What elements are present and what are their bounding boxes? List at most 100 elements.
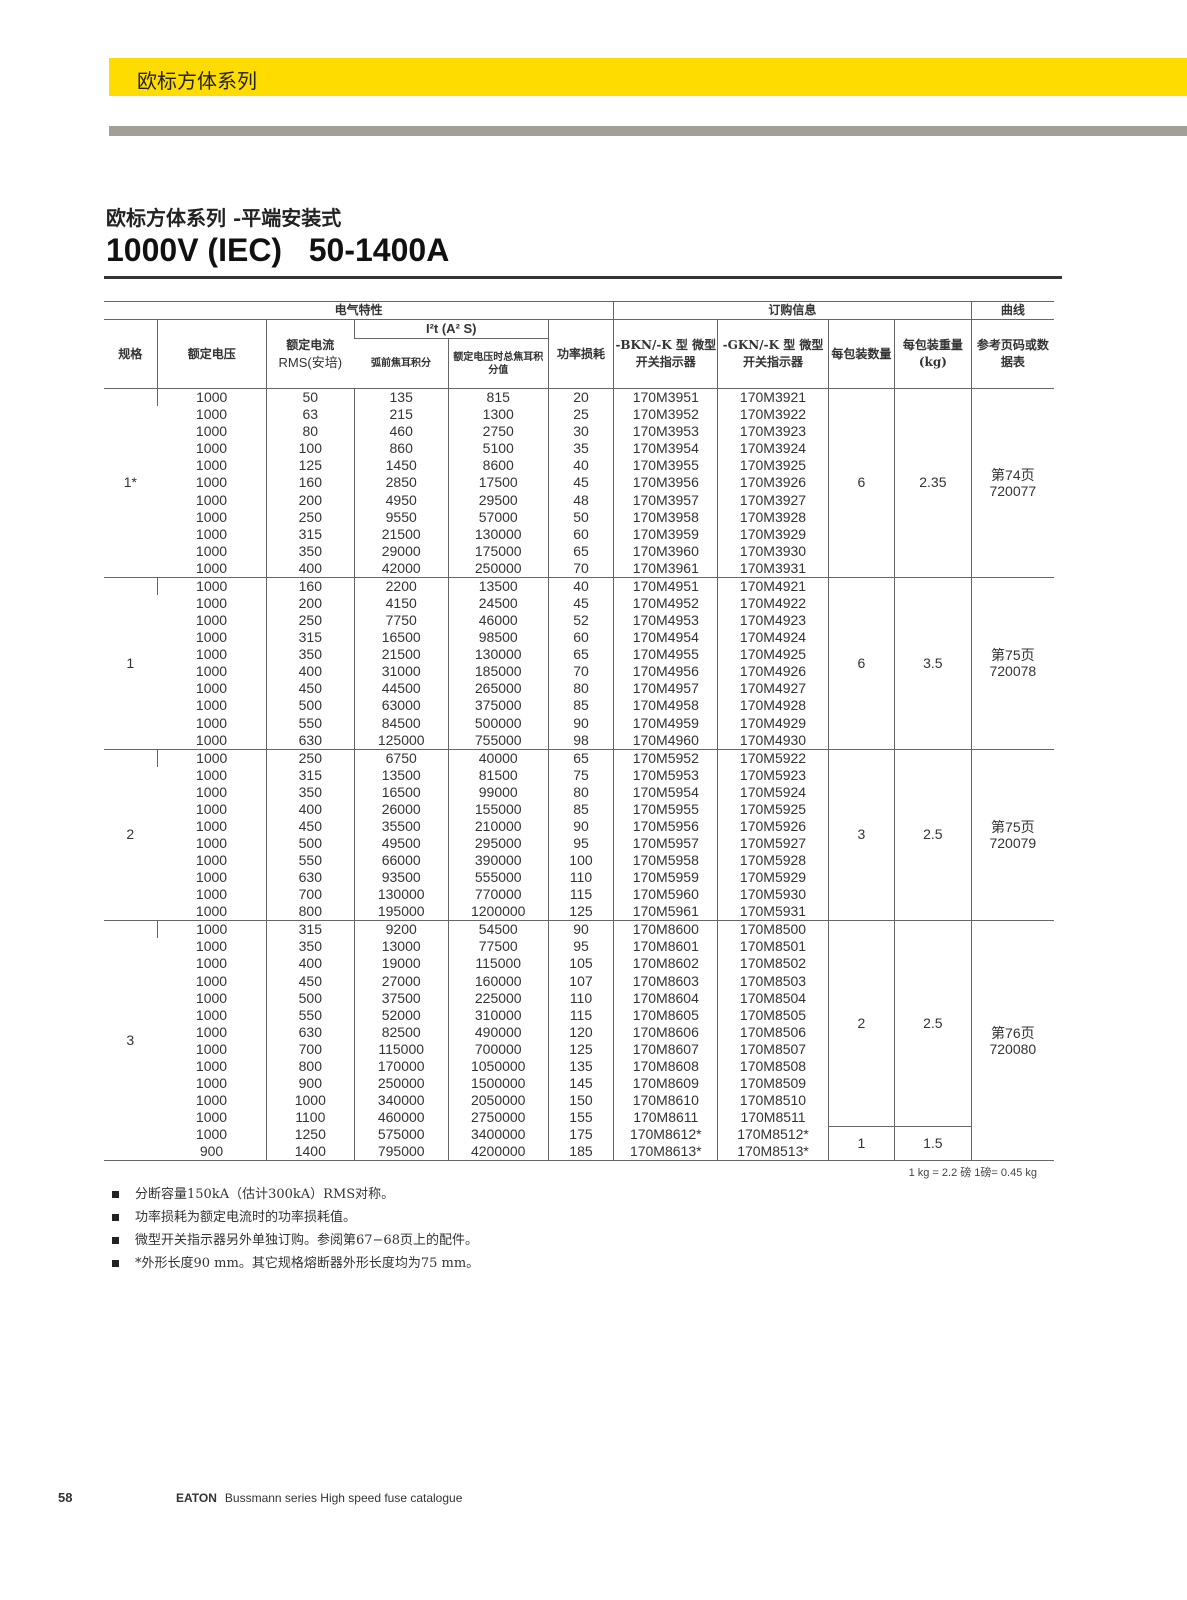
- gkn-cell: 170M8500: [717, 920, 829, 939]
- total-cell: 155000: [447, 800, 549, 818]
- prearc-cell: 9550: [353, 508, 449, 526]
- loss-cell: 65: [547, 646, 614, 664]
- gkn-cell: 170M4927: [717, 680, 829, 698]
- size-cell: 1: [104, 576, 158, 750]
- ref-cell: 第75页 720079: [970, 748, 1054, 921]
- qty-cell: 3: [827, 748, 895, 921]
- table-row: 1* 1000 50 135 815 20 170M3951 170M3921 6 2.35 第74…: [104, 388, 1054, 578]
- current-cell: 63: [265, 406, 355, 424]
- header-voltage: 额定电压: [156, 319, 267, 389]
- size-cell: 1*: [104, 388, 158, 578]
- table-row: 1000 160 2850 17500 45 170M3956 170M3926: [104, 474, 1054, 492]
- table-row: 1000 700 115000 700000 125 170M8607 170M8507: [104, 1040, 1054, 1058]
- bkn-cell: 170M3956: [613, 474, 718, 492]
- current-cell: 700: [265, 1040, 355, 1058]
- table-row: 1000 630 93500 555000 110 170M5959 170M5929: [104, 869, 1054, 887]
- total-cell: 310000: [447, 1006, 549, 1024]
- total-cell: 700000: [447, 1040, 549, 1058]
- current-cell: 400: [265, 955, 355, 973]
- current-cell: 700: [265, 886, 355, 904]
- bkn-cell: 170M3957: [613, 491, 718, 509]
- total-cell: 8600: [447, 457, 549, 475]
- table-row: 1000 450 27000 160000 107 170M8603 170M8503: [104, 972, 1054, 990]
- bkn-cell: 170M5955: [613, 800, 718, 818]
- table-row: 1000 500 63000 375000 85 170M4958 170M4928: [104, 697, 1054, 715]
- loss-cell: 45: [547, 474, 614, 492]
- current-cell: 315: [265, 766, 355, 784]
- table-row: 1000 400 42000 250000 70 170M3961 170M3931: [104, 559, 1054, 578]
- gkn-cell: 170M3925: [717, 457, 829, 475]
- gkn-cell: 170M5929: [717, 869, 829, 887]
- loss-cell: 105: [547, 955, 614, 973]
- gkn-cell: 170M5926: [717, 817, 829, 835]
- prearc-cell: 52000: [353, 1006, 449, 1024]
- gkn-cell: 170M8507: [717, 1040, 829, 1058]
- voltage-cell: 1000: [195, 406, 228, 423]
- qty-cell: 6: [827, 388, 895, 578]
- prearc-cell: 44500: [353, 680, 449, 698]
- table-row: 1000 550 66000 390000 100 170M5958 170M5928: [104, 852, 1054, 870]
- voltage-cell: 1000: [195, 646, 228, 663]
- header-prearc: 弧前焦耳积分: [354, 338, 449, 389]
- note-item: 分断容量150kA（估计300kA）RMS对称。: [112, 1183, 479, 1206]
- voltage-cell: 1000: [195, 423, 228, 440]
- size-cell: 2: [104, 748, 158, 921]
- prearc-cell: 66000: [353, 852, 449, 870]
- voltage-cell: 1000: [195, 457, 228, 474]
- bkn-cell: 170M5952: [613, 748, 718, 767]
- note-item: 功率损耗为额定电流时的功率损耗值。: [112, 1206, 479, 1229]
- loss-cell: 45: [547, 594, 614, 612]
- prearc-cell: 460: [353, 423, 449, 441]
- bkn-cell: 170M3951: [613, 388, 718, 406]
- voltage-cell: 1000: [195, 1006, 228, 1023]
- gkn-cell: 170M5931: [717, 903, 829, 921]
- total-cell: 2050000: [447, 1092, 549, 1110]
- loss-cell: 70: [547, 663, 614, 681]
- total-cell: 115000: [447, 955, 549, 973]
- loss-cell: 40: [547, 576, 614, 595]
- voltage-cell: 1000: [156, 388, 267, 406]
- bkn-cell: 170M5957: [613, 834, 718, 853]
- current-cell: 550: [265, 852, 355, 870]
- prearc-cell: 13000: [353, 938, 449, 956]
- prearc-cell: 215: [353, 406, 449, 424]
- table-row: 1000 315 16500 98500 60 170M4954 170M4924: [104, 629, 1054, 647]
- prearc-cell: 21500: [353, 646, 449, 664]
- header-curve: 曲线: [970, 301, 1054, 320]
- table-row: 1000 700 130000 770000 115 170M5960 170M5930: [104, 886, 1054, 904]
- note-item: 微型开关指示器另外单独订购。参阅第67−68页上的配件。: [112, 1229, 479, 1252]
- bkn-cell: 170M8605: [613, 1006, 718, 1024]
- band-title: 欧标方体系列: [137, 71, 257, 93]
- total-cell: 160000: [447, 972, 549, 990]
- prearc-cell: 6750: [353, 748, 449, 767]
- ref-cell: 第75页 720078: [970, 576, 1054, 750]
- voltage-cell: 1000: [195, 714, 228, 731]
- current-cell: 630: [265, 731, 355, 750]
- voltage-cell: 1000: [195, 663, 228, 680]
- voltage-cell: 1000: [195, 800, 228, 817]
- current-cell: 200: [265, 594, 355, 612]
- gkn-cell: 170M4922: [717, 594, 829, 612]
- loss-cell: 25: [547, 406, 614, 424]
- weight-cell: 1.5: [894, 1125, 972, 1162]
- current-cell: 550: [265, 714, 355, 732]
- loss-cell: 175: [547, 1126, 614, 1144]
- prearc-cell: 250000: [353, 1075, 449, 1093]
- header-ordering: 订购信息: [613, 301, 972, 320]
- current-cell: 450: [265, 680, 355, 698]
- table-row: 1000 450 44500 265000 80 170M4957 170M4927: [104, 680, 1054, 698]
- voltage-cell: 1000: [195, 491, 228, 508]
- table-row: 1000 350 13000 77500 95 170M8601 170M8501: [104, 938, 1054, 956]
- prearc-cell: 35500: [353, 817, 449, 835]
- table-row: 1000 350 29000 175000 65 170M3960 170M3930: [104, 542, 1054, 560]
- divider: [109, 126, 1187, 136]
- weight-cell: 2.5: [894, 748, 972, 921]
- current-cell: 450: [265, 972, 355, 990]
- total-cell: 375000: [447, 697, 549, 715]
- table-row: 1 1000 160 2200 13500 40 170M4951 170M4921 6 3.5 第…: [104, 576, 1054, 750]
- loss-cell: 98: [547, 731, 614, 750]
- note-item: *外形长度90 mm。其它规格熔断器外形长度均为75 mm。: [112, 1252, 479, 1275]
- bkn-cell: 170M8606: [613, 1023, 718, 1041]
- bkn-cell: 170M3959: [613, 525, 718, 543]
- header-current: 额定电流 RMS(安培): [265, 319, 355, 389]
